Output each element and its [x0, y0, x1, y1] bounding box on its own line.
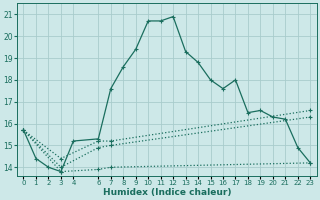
- X-axis label: Humidex (Indice chaleur): Humidex (Indice chaleur): [103, 188, 231, 197]
